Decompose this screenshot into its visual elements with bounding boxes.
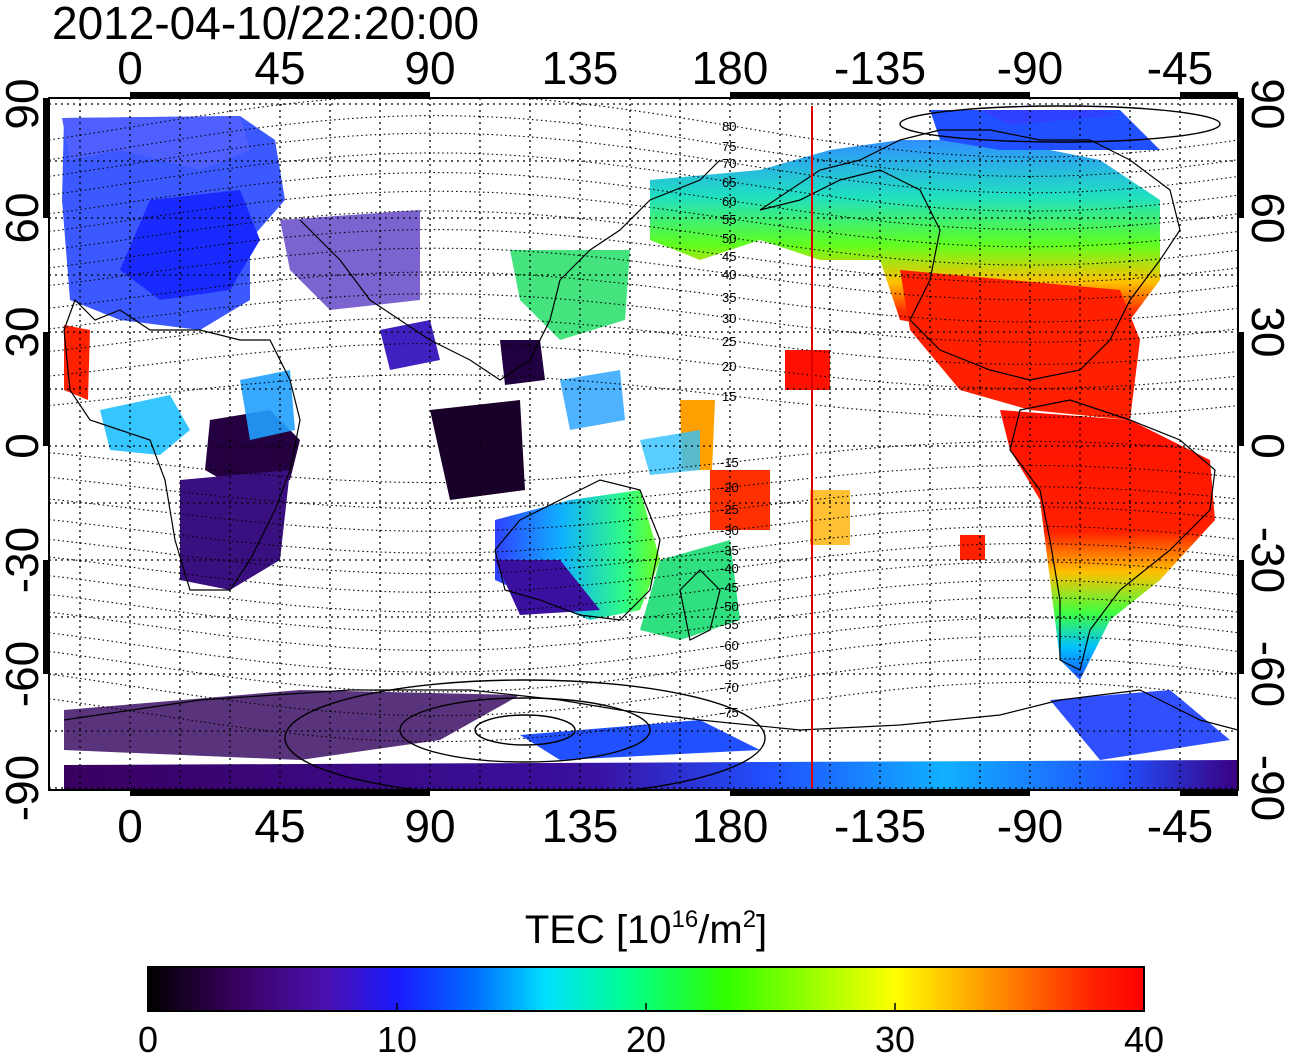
lon-tick-top-5: -135 — [833, 42, 927, 94]
mlat-label: -55 — [720, 617, 739, 632]
polar-contours — [284, 105, 1221, 790]
lon-tick-bottom-0: 0 — [117, 800, 143, 852]
mlat-label: -75 — [720, 705, 739, 720]
magnetic-latitude-contours — [49, 98, 1238, 743]
lon-tick-bottom-1: 45 — [254, 800, 306, 852]
mlat-label: 60 — [722, 194, 736, 209]
mlat-contour — [49, 374, 1238, 418]
mlat-contour — [49, 210, 1238, 266]
mlat-label: 20 — [722, 359, 736, 374]
mlat-label: -50 — [720, 599, 739, 614]
lat-tick-right-6: -90 — [1242, 754, 1292, 822]
colorbar-label-1: 10 — [376, 1019, 418, 1060]
lat-tick-right-5: -60 — [1242, 640, 1292, 708]
lon-tick-top-1: 45 — [254, 42, 306, 94]
mlat-contour — [49, 561, 1238, 613]
lon-tick-bottom-5: -135 — [833, 800, 927, 852]
colorbar-label-2: 20 — [625, 1019, 667, 1060]
mlat-label: 65 — [722, 175, 736, 190]
mlat-contour — [49, 293, 1238, 343]
mlat-contour — [49, 342, 1238, 390]
mlat-label: 40 — [722, 267, 736, 282]
colorbar-title-exponent: 16 — [671, 906, 699, 933]
mlat-contour — [49, 525, 1238, 575]
lat-tick-left-5: -60 — [0, 640, 48, 708]
mlat-label: -60 — [720, 638, 739, 653]
mlat-label: 70 — [722, 156, 736, 171]
mlat-label: -30 — [720, 523, 739, 538]
colorbar-title-main: TEC [10 — [524, 908, 672, 952]
axis-bars — [43, 92, 1244, 796]
mlat-contour — [49, 190, 1238, 248]
lat-tick-left-0: 90 — [0, 78, 48, 130]
lon-tick-top-0: 0 — [117, 42, 143, 94]
mlat-contour — [49, 247, 1238, 301]
lon-tick-bottom-6: -90 — [996, 800, 1064, 852]
colorbar-title-end: ] — [756, 908, 768, 952]
mlat-label: 80 — [722, 119, 736, 134]
lat-tick-left-2: 30 — [0, 306, 48, 358]
mlat-label: 75 — [722, 139, 736, 154]
mlat-contour — [49, 579, 1238, 633]
mlat-label: -15 — [720, 455, 739, 470]
lat-tick-right-0: 90 — [1242, 78, 1292, 130]
lat-tick-left-6: -90 — [0, 754, 48, 822]
mlat-label: 50 — [722, 231, 736, 246]
mlat-label: -45 — [720, 580, 739, 595]
mlat-contour — [49, 172, 1238, 230]
lon-tick-bottom-7: -45 — [1146, 800, 1214, 852]
mlat-contour — [49, 506, 1238, 554]
lon-tick-top-2: 90 — [404, 42, 456, 94]
lat-tick-left-3: 0 — [0, 433, 48, 459]
mlat-contour — [49, 271, 1238, 323]
mlat-label: 45 — [722, 249, 736, 264]
mlat-contour — [49, 543, 1238, 593]
lon-tick-top-6: -90 — [996, 42, 1064, 94]
lon-tick-top-4: 180 — [691, 42, 769, 94]
mlat-contour — [49, 486, 1238, 532]
magnetic-latitude-labels: 80 75 70 65 60 55 50 45 40 35 30 25 20 15 -15 -20 -25 -30… — [720, 119, 739, 720]
lat-tick-left-1: 60 — [0, 192, 48, 244]
mlat-label: -35 — [720, 543, 739, 558]
mlat-contour — [49, 635, 1238, 693]
mlat-label: -40 — [720, 561, 739, 576]
mlat-label: 15 — [722, 389, 736, 404]
mlat-contour — [49, 317, 1238, 365]
mlat-label: -70 — [720, 680, 739, 695]
mlat-label: 25 — [722, 334, 736, 349]
colorbar-label-4: 40 — [1123, 1019, 1165, 1060]
lon-tick-top-3: 135 — [541, 42, 619, 94]
mlat-contour — [49, 464, 1238, 510]
lat-tick-left-4: -30 — [0, 526, 48, 594]
mlat-label: -20 — [720, 480, 739, 495]
coastlines — [63, 129, 1238, 731]
mlat-label: 30 — [722, 311, 736, 326]
colorbar-title-unit-exponent: 2 — [742, 906, 757, 933]
colorbar-label-0: 0 — [137, 1019, 159, 1060]
lon-tick-bottom-2: 90 — [404, 800, 456, 852]
colorbar-label-3: 30 — [874, 1019, 916, 1060]
lat-tick-right-4: -30 — [1242, 526, 1292, 594]
tec-data-layer — [62, 110, 1238, 790]
colorbar-title: TEC [1016/m2] — [0, 906, 1292, 953]
mlat-label: 55 — [722, 212, 736, 227]
mlat-contour — [49, 597, 1238, 651]
colorbar-ticks — [396, 1003, 896, 1011]
lon-tick-top-7: -45 — [1146, 42, 1214, 94]
mlat-contour — [49, 440, 1238, 484]
colorbar-title-unit: /m — [698, 908, 743, 952]
map-timestamp: 2012-04-10/22:20:00 — [52, 0, 480, 49]
lon-tick-bottom-3: 135 — [541, 800, 619, 852]
lat-tick-right-2: 30 — [1242, 306, 1292, 358]
mlat-label: -65 — [720, 657, 739, 672]
lon-tick-bottom-4: 180 — [691, 800, 769, 852]
map-grid — [49, 98, 1238, 790]
lat-tick-right-1: 60 — [1242, 192, 1292, 244]
mlat-contour — [49, 617, 1238, 673]
lat-tick-right-3: 0 — [1242, 433, 1292, 459]
mlat-label: 35 — [722, 290, 736, 305]
mlat-contour — [49, 229, 1238, 283]
mlat-label: -25 — [720, 502, 739, 517]
